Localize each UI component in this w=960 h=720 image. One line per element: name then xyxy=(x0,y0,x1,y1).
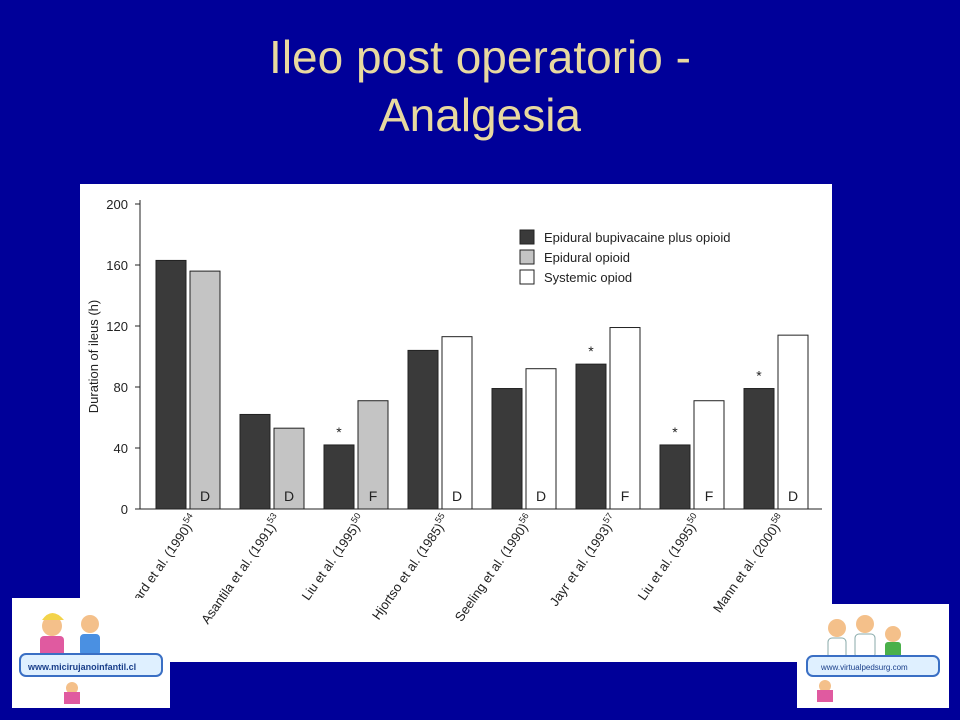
logo-right-url: www.virtualpedsurg.com xyxy=(820,663,908,672)
y-tick-label: 0 xyxy=(121,502,128,517)
category-label: Jayr et al. (1993)57 xyxy=(545,511,621,609)
bar-letter-label: D xyxy=(788,488,798,504)
y-tick-label: 80 xyxy=(114,380,128,395)
bar-letter-label: D xyxy=(536,488,546,504)
y-tick-label: 160 xyxy=(106,258,128,273)
kids-logo-icon: www.micirujanoinfantil.cl xyxy=(19,613,163,704)
bar xyxy=(407,349,439,510)
bar xyxy=(659,444,691,510)
legend-swatch xyxy=(519,269,535,285)
bar-letter-label: D xyxy=(452,488,462,504)
logo-right: www.virtualpedsurg.com xyxy=(797,604,949,708)
legend-label: Systemic opiod xyxy=(544,270,632,285)
bar xyxy=(609,327,641,510)
bar xyxy=(693,400,725,510)
slide-title-line2: Analgesia xyxy=(378,89,582,141)
slide-title-line1: Ileo post operatorio - xyxy=(269,31,691,83)
significance-star: * xyxy=(336,424,342,440)
bar xyxy=(525,368,557,510)
bar-letter-label: F xyxy=(621,488,630,504)
bar-letter-label: D xyxy=(284,488,294,504)
bar xyxy=(273,427,305,510)
bar xyxy=(743,388,775,510)
doctors-logo-icon: www.virtualpedsurg.com xyxy=(806,615,940,702)
y-tick-label: 200 xyxy=(106,197,128,212)
logo-left-url: www.micirujanoinfantil.cl xyxy=(27,662,136,672)
category-label: Asantila et al. (1991)53 xyxy=(196,511,284,627)
bar-letter-label: F xyxy=(705,488,714,504)
category-label: Seeling et al. (1990)56 xyxy=(450,511,536,624)
y-axis-label: Duration of ileus (h) xyxy=(86,300,101,413)
category-label: Liu et al. (1995)50 xyxy=(297,511,368,603)
bar-letter-label: F xyxy=(369,488,378,504)
bar xyxy=(441,336,473,510)
bar xyxy=(323,444,355,510)
bar xyxy=(239,413,271,510)
bar xyxy=(491,388,523,510)
bar xyxy=(777,334,809,510)
bar xyxy=(357,400,389,510)
significance-star: * xyxy=(588,343,594,359)
bar xyxy=(575,363,607,510)
y-tick-label: 40 xyxy=(114,441,128,456)
significance-star: * xyxy=(756,368,762,384)
bar xyxy=(155,259,187,510)
legend-label: Epidural bupivacaine plus opioid xyxy=(544,230,730,245)
category-label: Hjortso et al. (1985)55 xyxy=(367,511,452,622)
legend-swatch xyxy=(519,229,535,245)
slide-title: Ileo post operatorio - Analgesia xyxy=(0,28,960,144)
legend-label: Epidural opioid xyxy=(544,250,630,265)
chart-panel: 0 40 80 120 160 200 Duration of ileus (h) D Bis… xyxy=(80,184,832,662)
significance-star: * xyxy=(672,424,678,440)
y-tick-label: 120 xyxy=(106,319,128,334)
logo-left: www.micirujanoinfantil.cl xyxy=(12,598,170,708)
bar xyxy=(189,270,221,510)
bar-letter-label: D xyxy=(200,488,210,504)
category-label: Mann et al. (2000)58 xyxy=(708,511,788,615)
category-label: Liu et al. (1995)50 xyxy=(633,511,704,603)
legend-swatch xyxy=(519,249,535,265)
